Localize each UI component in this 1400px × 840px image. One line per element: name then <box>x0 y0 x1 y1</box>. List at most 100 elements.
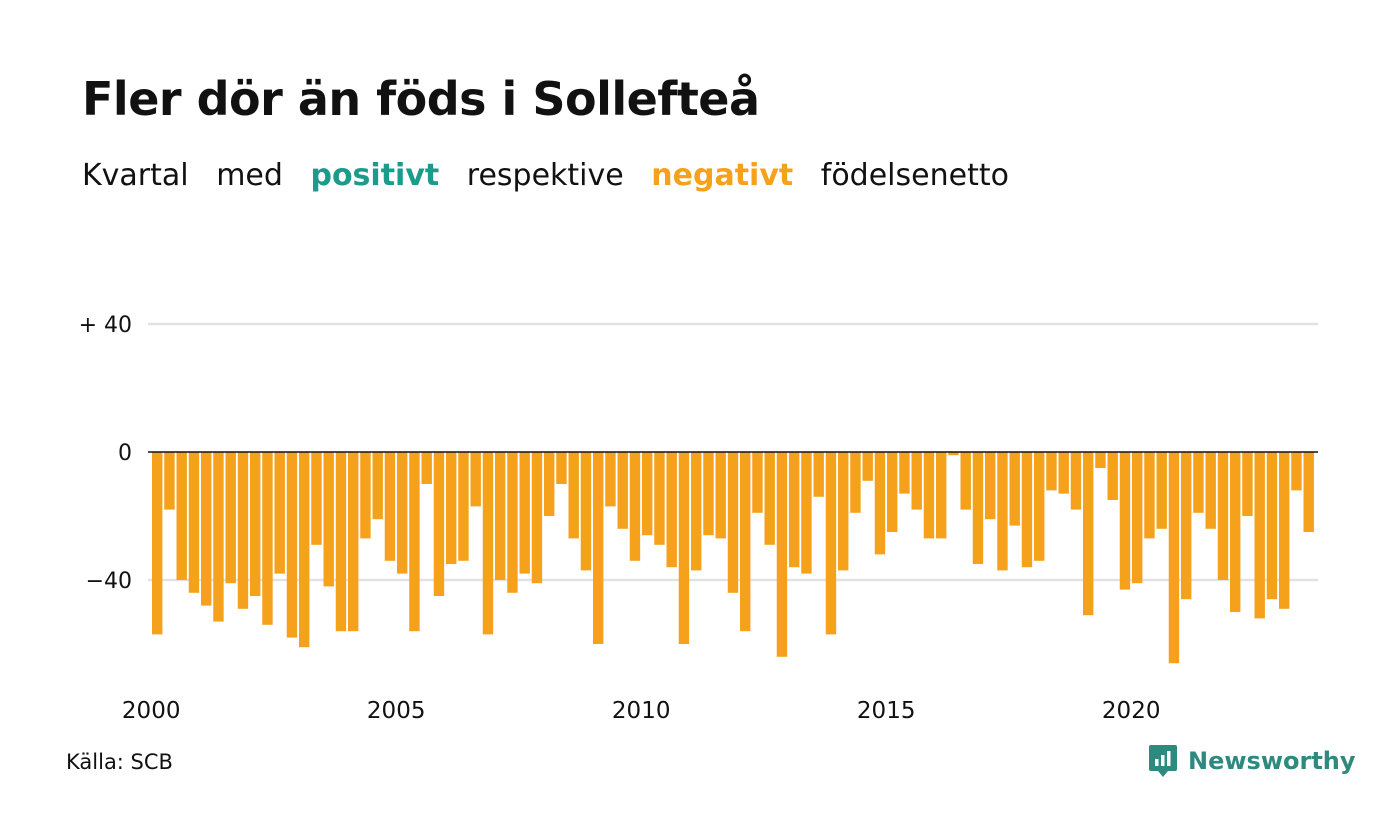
bar <box>703 452 714 536</box>
x-tick-label: 2010 <box>612 698 671 724</box>
bar <box>1095 452 1106 468</box>
x-tick-label: 2015 <box>857 698 916 724</box>
bar <box>825 452 837 635</box>
legend-positive: positivt <box>310 158 440 193</box>
bar <box>936 452 947 539</box>
newsworthy-logo: Newsworthy <box>1148 744 1356 778</box>
bar <box>923 452 935 539</box>
bar <box>1132 452 1143 584</box>
legend-negative: negativt <box>651 158 794 193</box>
bar <box>666 452 677 568</box>
bar <box>789 452 800 568</box>
x-tick-label: 2005 <box>367 698 426 724</box>
bar <box>201 452 212 606</box>
bar <box>1303 452 1314 532</box>
subtitle-word: med <box>216 158 283 193</box>
bar <box>1254 452 1265 619</box>
y-tick-label: −40 <box>86 569 132 594</box>
bar <box>384 452 396 561</box>
bar <box>629 452 641 561</box>
bar <box>1107 452 1118 500</box>
bar <box>1034 452 1045 561</box>
bar <box>605 452 616 507</box>
bar <box>1119 452 1131 590</box>
bar <box>470 452 481 507</box>
bar <box>850 452 861 513</box>
brand-name: Newsworthy <box>1188 747 1356 775</box>
bar <box>372 452 383 520</box>
bar <box>617 452 628 529</box>
bar <box>176 452 187 580</box>
bar <box>250 452 261 596</box>
bar <box>286 452 298 638</box>
bar <box>1242 452 1253 516</box>
bar <box>1181 452 1192 600</box>
bar <box>1291 452 1302 491</box>
bar <box>1009 452 1020 526</box>
bar <box>433 452 445 596</box>
x-tick-label: 2000 <box>122 698 181 724</box>
source-note: Källa: SCB <box>66 750 173 774</box>
bar <box>1168 452 1180 664</box>
bar <box>862 452 873 481</box>
bar <box>568 452 579 539</box>
bar <box>188 452 200 593</box>
bar <box>960 452 971 510</box>
bar <box>1156 452 1167 529</box>
chart-title: Fler dör än föds i Sollefteå <box>82 72 760 126</box>
bar <box>446 452 457 564</box>
bar <box>519 452 530 574</box>
bar <box>593 452 604 644</box>
bar <box>801 452 812 574</box>
bar <box>262 452 273 625</box>
bar <box>776 452 788 657</box>
bars <box>152 452 1314 664</box>
bar <box>556 452 567 484</box>
bar <box>874 452 886 555</box>
bar <box>397 452 408 574</box>
bar <box>360 452 371 539</box>
bar <box>580 452 592 571</box>
bar <box>813 452 824 497</box>
bar <box>1266 452 1278 600</box>
bar <box>1193 452 1204 513</box>
bar <box>1070 452 1082 510</box>
bar <box>225 452 236 584</box>
bar <box>152 452 163 635</box>
bar <box>740 452 751 632</box>
y-tick-label: + 40 <box>79 313 132 338</box>
bar <box>482 452 494 635</box>
bar <box>323 452 334 587</box>
bar <box>997 452 1008 571</box>
bar <box>335 452 347 632</box>
y-tick-label: 0 <box>118 441 132 466</box>
subtitle-word: födelsenetto <box>820 158 1009 193</box>
bar <box>911 452 922 510</box>
bar <box>495 452 506 580</box>
bar <box>409 452 420 632</box>
bar <box>1021 452 1033 568</box>
newsworthy-logo-icon <box>1149 745 1177 777</box>
bar <box>164 452 175 510</box>
bar <box>1205 452 1216 529</box>
bar <box>1279 452 1290 609</box>
bar <box>899 452 910 494</box>
bar <box>1083 452 1094 616</box>
x-tick-label: 2020 <box>1102 698 1161 724</box>
bar <box>678 452 690 644</box>
bar <box>985 452 996 520</box>
bar <box>838 452 849 571</box>
bar <box>1217 452 1229 580</box>
axes: + 40 0 −40 2000 2005 2010 2015 2020 <box>79 313 1318 724</box>
bar <box>507 452 518 593</box>
bar <box>213 452 224 622</box>
bar <box>715 452 726 539</box>
bar <box>972 452 984 564</box>
bar <box>299 452 310 648</box>
subtitle-word: Kvartal <box>82 158 189 193</box>
bar <box>458 452 469 561</box>
bar <box>764 452 775 545</box>
bar <box>311 452 322 545</box>
bar <box>421 452 432 484</box>
bar <box>531 452 543 584</box>
